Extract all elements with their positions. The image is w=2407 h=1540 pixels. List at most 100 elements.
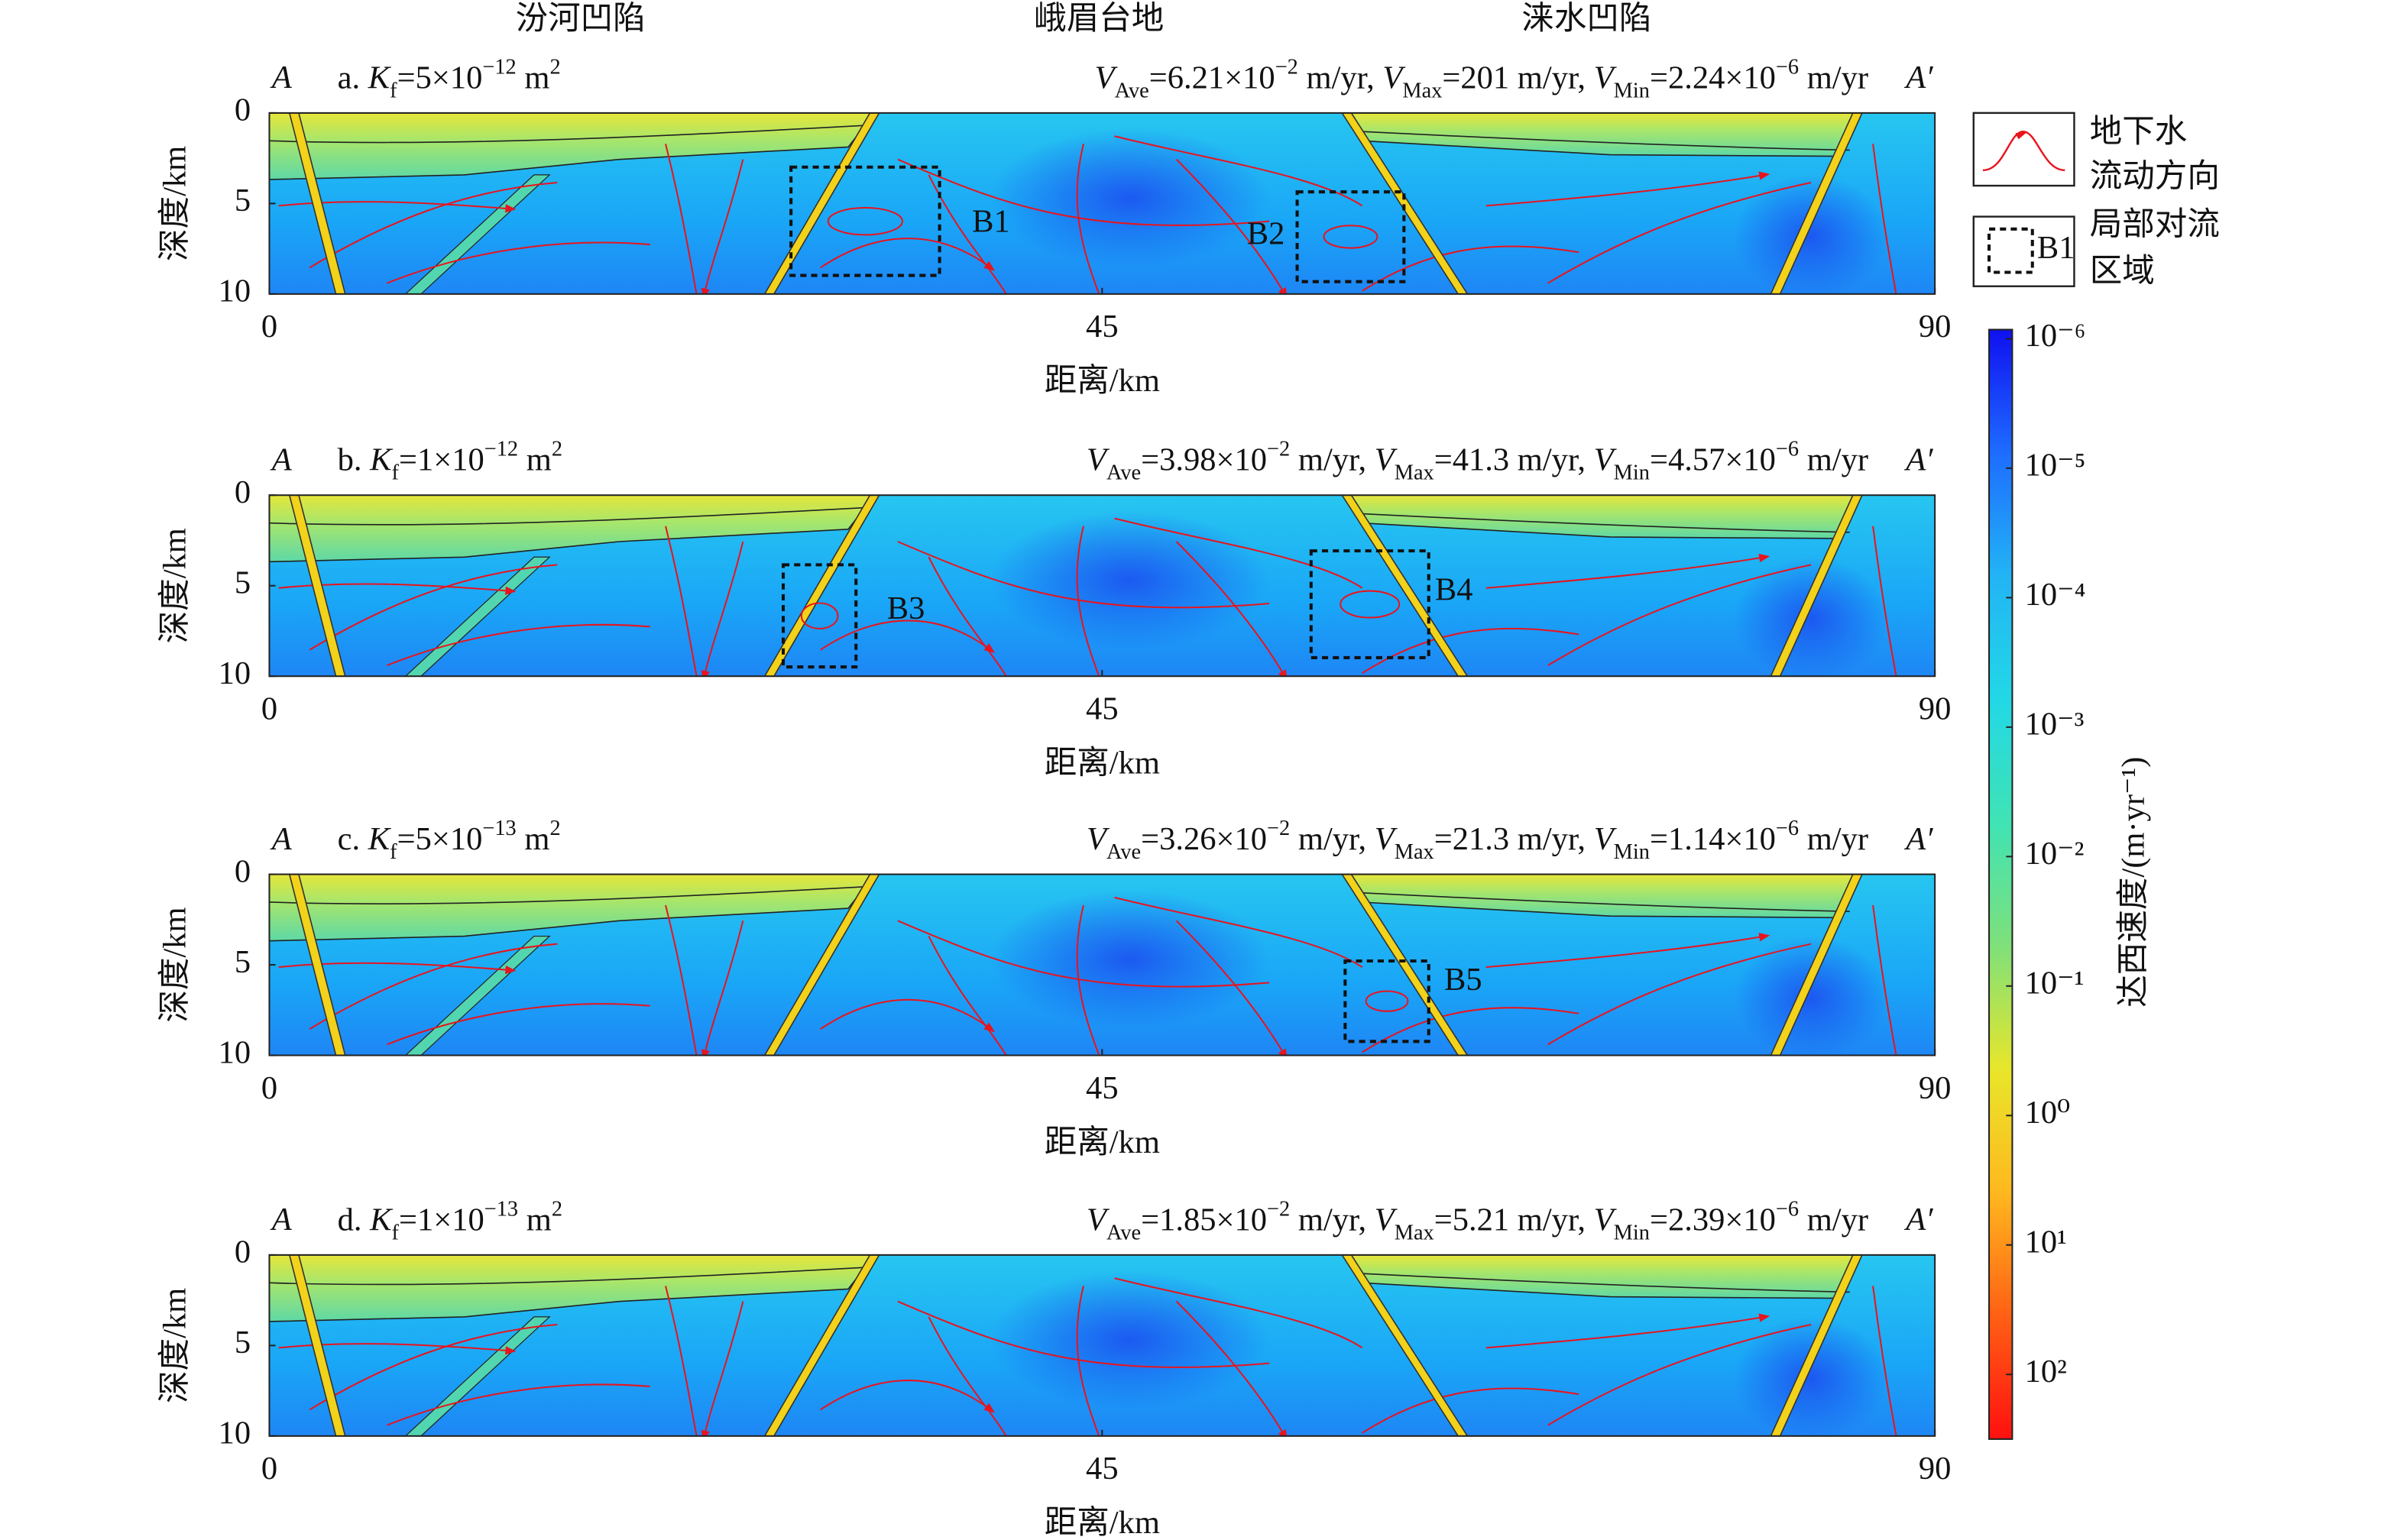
subscript: Min	[1614, 461, 1650, 485]
layer-line	[269, 1267, 867, 1286]
y-axis-label: 深度/km	[157, 146, 193, 261]
superscript: −12	[484, 438, 518, 461]
sediment	[269, 495, 876, 563]
y-tick-label: 5	[235, 944, 251, 980]
convection-cell	[1340, 590, 1401, 619]
x-axis-label: 距离/km	[1045, 745, 1160, 781]
flow-line	[1114, 517, 1363, 589]
text-part: V	[1375, 821, 1398, 857]
text-part: K	[368, 60, 392, 95]
y-tick-label: 0	[235, 1234, 251, 1270]
x-axis-label: 距离/km	[1045, 1124, 1160, 1160]
text-part: V	[1375, 1202, 1398, 1238]
section-start: A	[270, 821, 293, 857]
panel-stats: VAve=1.85×10−2 m/yr, VMax=5.21 m/yr, VMi…	[1087, 1197, 1868, 1244]
x-tick-label: 90	[1919, 309, 1952, 345]
section-start: A	[270, 60, 293, 95]
x-tick-label: 0	[261, 691, 277, 727]
text-part: m/yr,	[1290, 1202, 1375, 1238]
x-tick-label: 0	[261, 1070, 277, 1106]
flow-line	[1175, 541, 1288, 677]
sediment	[269, 874, 876, 942]
colorbar	[1988, 328, 2013, 1440]
text-part: m/yr	[1799, 60, 1868, 95]
text-part: m/yr,	[1298, 60, 1383, 95]
text-part: =201 m/yr,	[1442, 60, 1593, 95]
fault	[1341, 495, 1469, 677]
flow-line	[928, 936, 1007, 1056]
flow-line	[1114, 135, 1363, 207]
superscript: −13	[482, 817, 516, 840]
y-axis-label: 深度/km	[157, 528, 193, 643]
flow-line	[665, 1286, 698, 1436]
flow-line	[928, 556, 1007, 677]
fault	[1341, 112, 1469, 294]
text-part: V	[1095, 60, 1119, 95]
convection-cell	[1365, 990, 1409, 1012]
flow-line	[278, 962, 517, 975]
convection-cell	[1323, 225, 1378, 249]
text-part: V	[1382, 60, 1406, 95]
subscript: Max	[1395, 461, 1434, 485]
section-end: A′	[1903, 1202, 1933, 1238]
colorbar-tick-label: 10⁻⁴	[2025, 577, 2086, 613]
section-end: A′	[1903, 60, 1933, 95]
colorbar-label: 达西速度/(m·yr⁻¹)	[2115, 757, 2151, 1008]
subscript: Ave	[1115, 79, 1149, 102]
region-label: 涞水凹陷	[1521, 1, 1651, 37]
text-part: K	[369, 1202, 394, 1238]
superscript: −6	[1776, 1197, 1799, 1221]
flow-line	[278, 583, 517, 595]
text-part: K	[368, 821, 392, 857]
convection-label: B1	[972, 203, 1010, 239]
text-part: =1.85×10	[1141, 1202, 1267, 1238]
superscript: −12	[482, 55, 516, 79]
panel-title: a. Kf=5×10−12 m2	[338, 55, 561, 102]
text-part: =5×10	[397, 60, 483, 95]
low-velocity	[990, 1270, 1270, 1410]
legend-box	[1972, 215, 2075, 287]
subscript: Min	[1614, 1221, 1650, 1244]
subscript: f	[392, 461, 400, 485]
x-tick-label: 45	[1086, 1451, 1119, 1487]
y-axis-label: 深度/km	[157, 907, 193, 1022]
flow-line	[897, 158, 1270, 226]
text-part: =5×10	[397, 821, 483, 857]
text-part: m	[518, 1202, 552, 1238]
superscript: −2	[1267, 817, 1290, 840]
flow-line	[665, 904, 698, 1056]
flow-line	[820, 238, 996, 271]
convection-label: B2	[1247, 216, 1285, 252]
subscript: Max	[1402, 79, 1442, 102]
convection-box	[781, 563, 858, 669]
legend-text: 流动方向	[2090, 159, 2220, 195]
convection-cell	[827, 206, 904, 236]
text-part: m/yr	[1799, 1202, 1868, 1238]
fault	[763, 495, 880, 677]
flow-line	[1485, 1313, 1770, 1349]
text-part: V	[1375, 442, 1398, 477]
subscript: Max	[1395, 840, 1434, 864]
flow-line	[1485, 933, 1770, 969]
text-part: =2.24×10	[1650, 60, 1776, 95]
panel-title: c. Kf=5×10−13 m2	[338, 817, 561, 864]
flow-line	[1175, 920, 1288, 1056]
legend-flow-sample	[1982, 130, 2065, 172]
legend-text: 局部对流	[2090, 207, 2220, 243]
fault	[763, 112, 880, 294]
y-tick-label: 5	[235, 1325, 251, 1360]
y-tick-label: 10	[219, 273, 251, 309]
legend-text: 地下水	[2090, 114, 2188, 150]
text-part: =2.39×10	[1650, 1202, 1776, 1238]
superscript: 2	[549, 55, 560, 79]
subscript: Min	[1614, 840, 1650, 864]
subscript: f	[390, 79, 397, 102]
flow-line	[1547, 943, 1812, 1046]
superscript: −2	[1267, 1197, 1290, 1221]
text-part: =41.3 m/yr,	[1434, 442, 1594, 477]
section-start: A	[270, 442, 293, 477]
region-label: 汾河凹陷	[516, 1, 646, 37]
text-part: =21.3 m/yr,	[1434, 821, 1594, 857]
region-label: 峨眉台地	[1034, 1, 1164, 37]
